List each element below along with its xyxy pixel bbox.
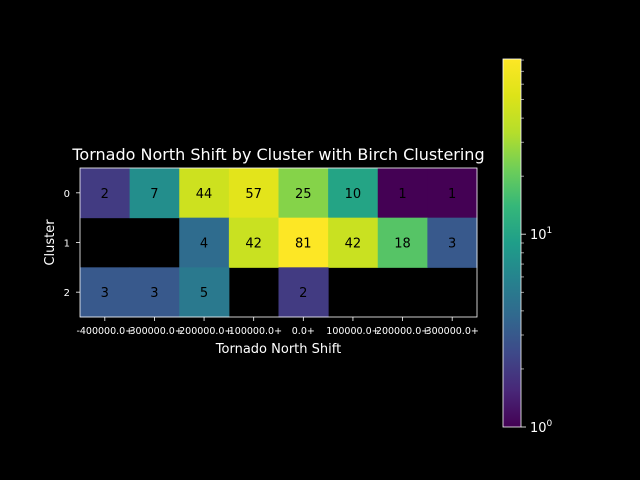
heatmap-cells <box>80 168 478 318</box>
heatmap-cell-labels: 2 7 44 57 25 10 1 1 4 42 81 42 18 3 3 3 5 2 <box>101 187 457 301</box>
cell-value-label: 3 <box>101 286 109 301</box>
cell-value-label: 25 <box>295 187 312 202</box>
heatmap-cell <box>129 168 180 219</box>
heatmap-cell <box>377 217 428 268</box>
heatmap-cell <box>228 168 279 219</box>
x-axis-ticks: -400000.0+-300000.0+-200000.0+-100000.0+… <box>76 317 479 337</box>
heatmap-cell <box>377 168 428 219</box>
chart-title: Tornado North Shift by Cluster with Birc… <box>71 145 484 164</box>
y-axis-ticks: 0 1 2 <box>64 189 80 299</box>
heatmap-cell <box>129 267 180 318</box>
x-axis-label: Tornado North Shift <box>215 342 341 357</box>
x-tick-label: 300000.0+ <box>426 326 479 337</box>
cell-value-label: 10 <box>345 187 362 202</box>
y-tick-label: 0 <box>64 189 70 200</box>
cell-value-label: 4 <box>200 237 208 252</box>
x-tick-label: -300000.0+ <box>126 326 183 337</box>
x-tick-label: -400000.0+ <box>76 326 133 337</box>
cell-value-label: 2 <box>101 187 109 202</box>
x-tick-label: 200000.0+ <box>376 326 429 337</box>
cell-value-label: 81 <box>295 237 312 252</box>
colorbar-tick-label: 100 <box>530 419 553 436</box>
heatmap-cell <box>179 267 230 318</box>
cell-value-label: 5 <box>200 286 208 301</box>
heatmap-cell <box>228 217 279 268</box>
heatmap-cell <box>179 217 230 268</box>
heatmap-cell <box>179 168 230 219</box>
heatmap-cell <box>80 168 131 219</box>
heatmap-cell <box>278 168 329 219</box>
cell-value-label: 42 <box>345 237 362 252</box>
y-tick-label: 2 <box>64 288 70 299</box>
heatmap-cell <box>328 217 379 268</box>
heatmap-cell <box>278 217 329 268</box>
colorbar <box>503 59 521 427</box>
y-axis-label: Cluster <box>43 219 58 266</box>
cell-value-label: 3 <box>448 237 456 252</box>
cell-value-label: 3 <box>150 286 158 301</box>
cell-value-label: 42 <box>245 237 262 252</box>
x-tick-label: -100000.0+ <box>225 326 282 337</box>
cell-value-label: 2 <box>299 286 307 301</box>
colorbar-tick-label: 101 <box>530 226 552 243</box>
heatmap-cell <box>278 267 329 318</box>
cell-value-label: 1 <box>398 187 406 202</box>
cell-value-label: 44 <box>196 187 213 202</box>
cell-value-label: 57 <box>245 187 262 202</box>
cell-value-label: 7 <box>150 187 158 202</box>
cell-value-label: 1 <box>448 187 456 202</box>
heatmap-cell <box>427 217 478 268</box>
x-tick-label: 100000.0+ <box>326 326 379 337</box>
y-tick-label: 1 <box>64 239 70 250</box>
x-tick-label: -200000.0+ <box>176 326 233 337</box>
heatmap-cell <box>427 168 478 219</box>
x-tick-label: 0.0+ <box>292 326 315 337</box>
colorbar-ticks: 100 101 <box>521 59 553 436</box>
heatmap-cell <box>328 168 379 219</box>
heatmap-cell <box>80 267 131 318</box>
cell-value-label: 18 <box>394 237 411 252</box>
